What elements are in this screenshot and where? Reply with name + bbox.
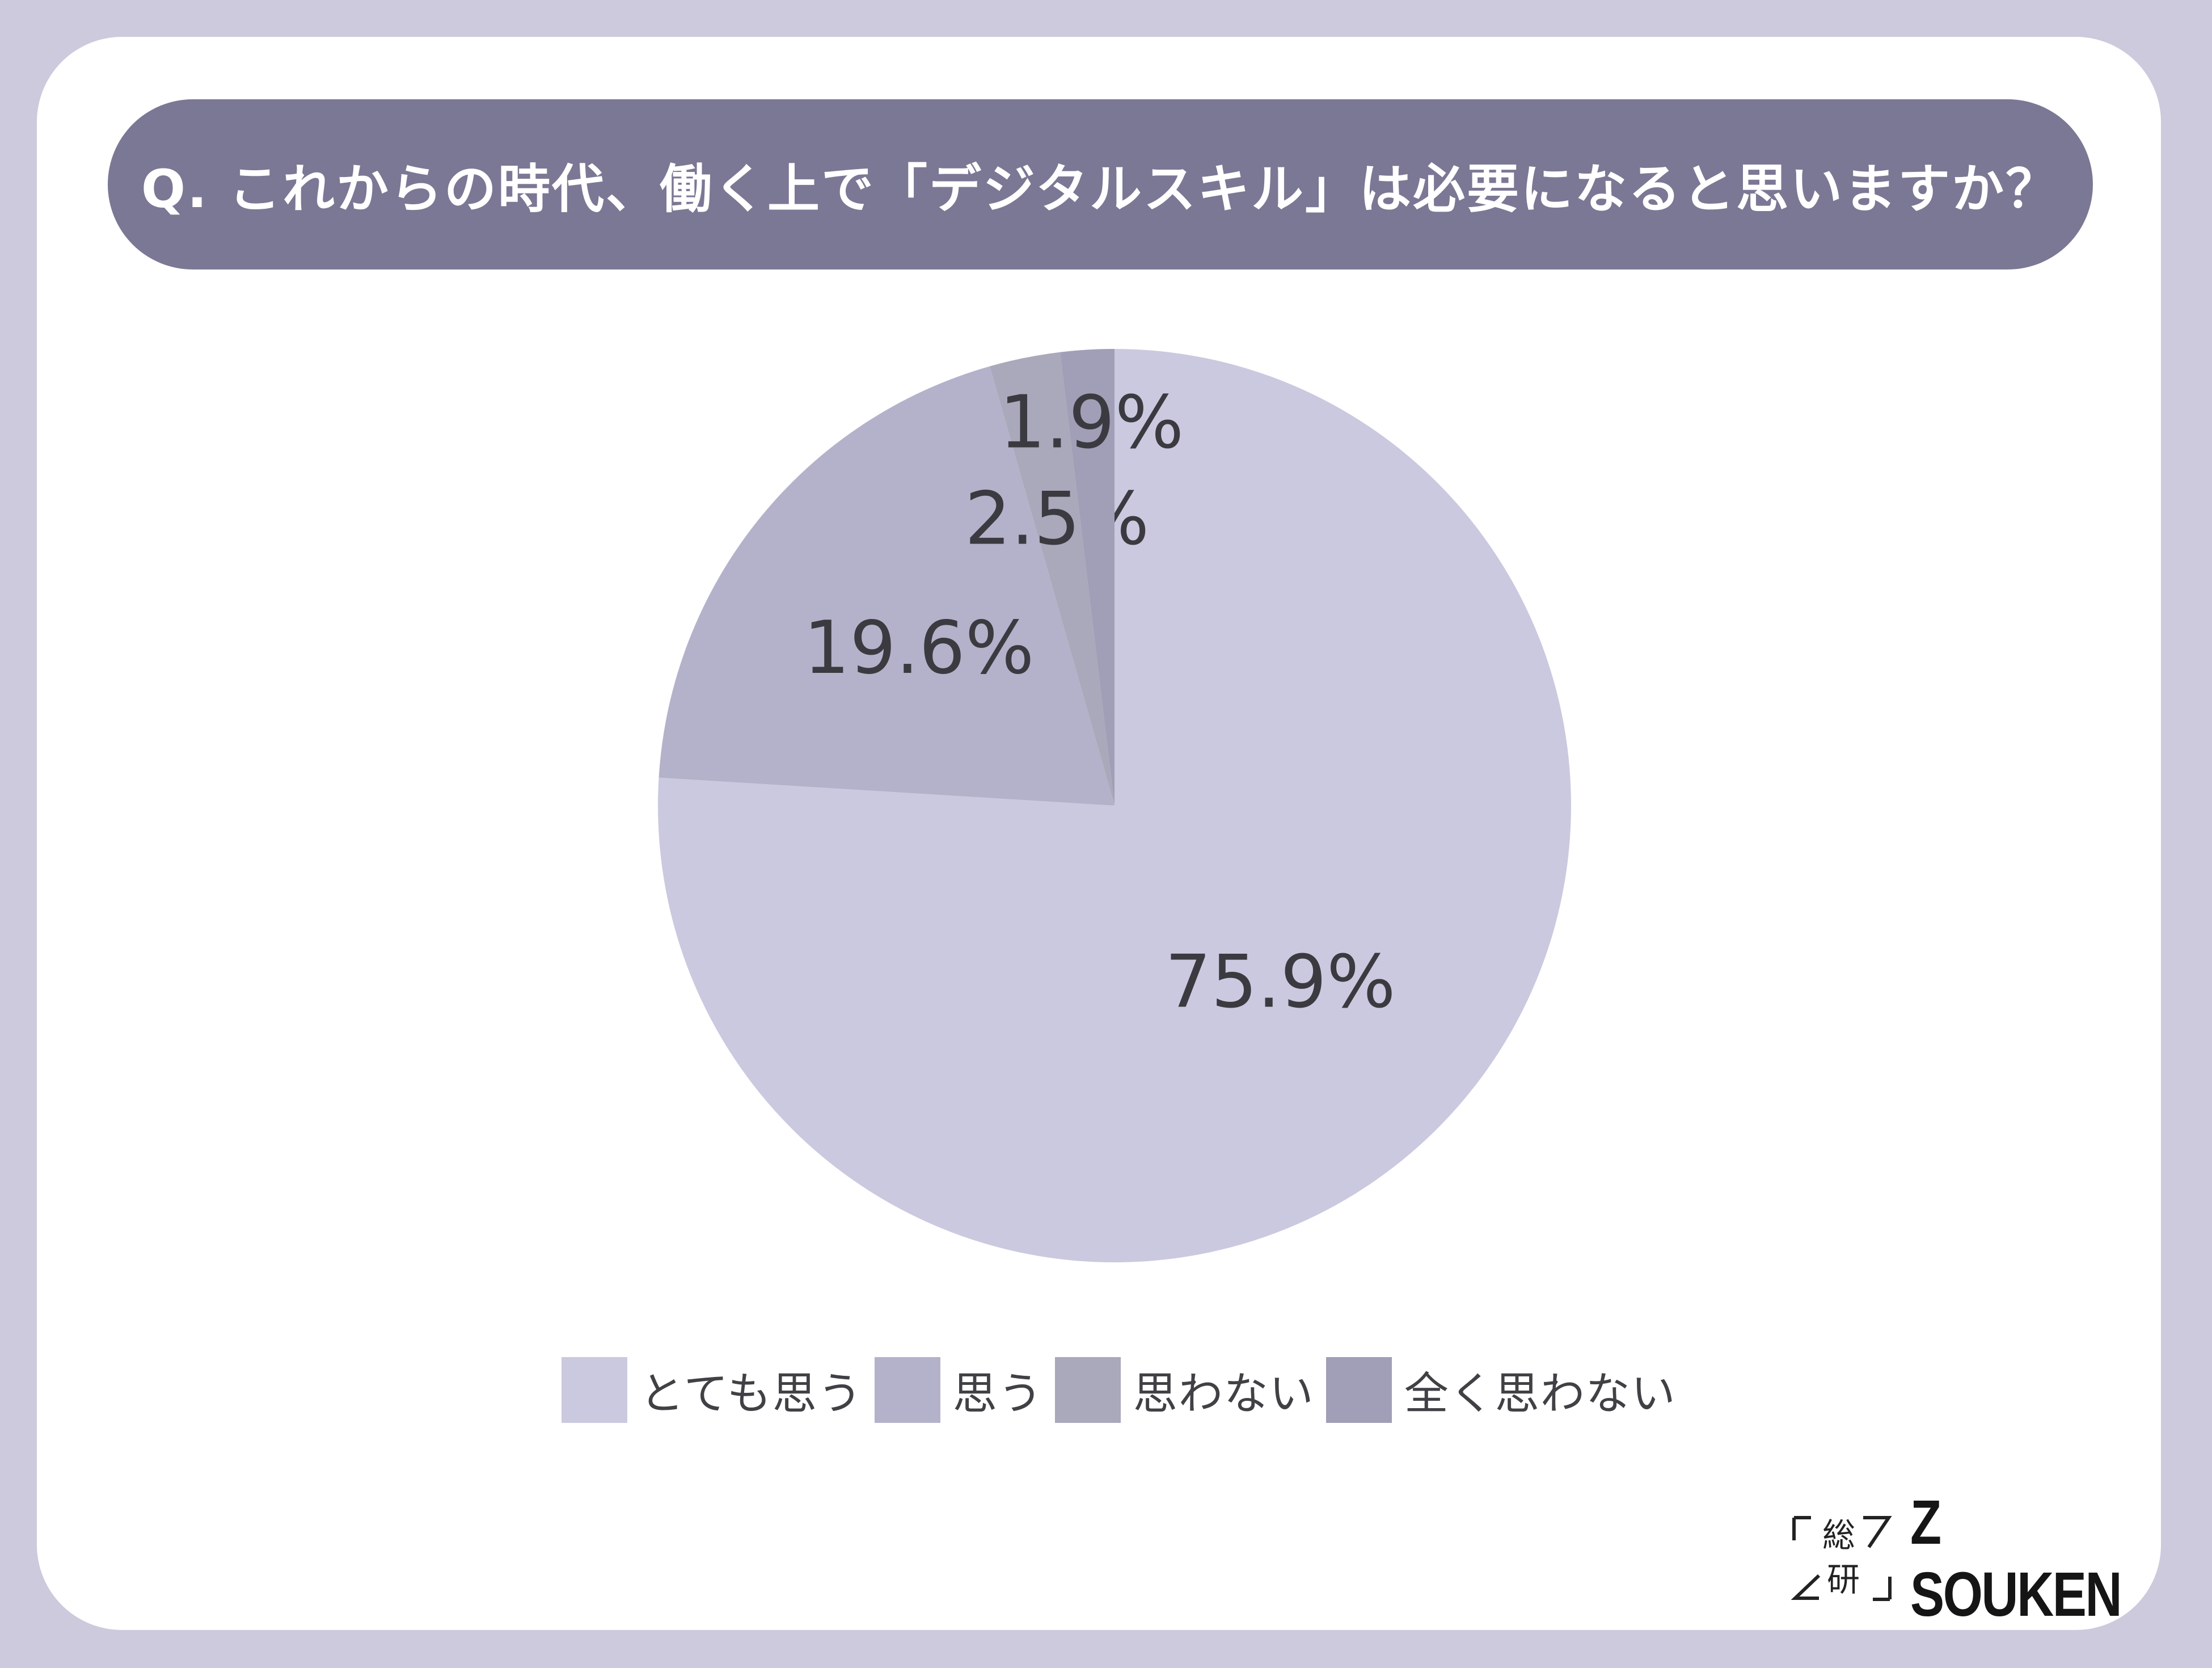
legend-swatch	[1054, 1357, 1121, 1423]
pie-value-label: 2.5%	[965, 477, 1149, 561]
legend-item: 全く思わない	[1325, 1357, 1677, 1423]
pie-slice	[990, 352, 1115, 806]
legend-label: 思う	[952, 1368, 1044, 1420]
pie-slice	[657, 349, 1571, 1262]
pie-value-label: 19.6%	[804, 606, 1035, 690]
pie-slice	[658, 366, 1115, 806]
legend-swatch	[1325, 1357, 1392, 1423]
logo-bracket-icon	[1791, 1516, 1892, 1601]
zsouken-logo: 総 研 Z SOUKEN	[1789, 1486, 2212, 1631]
legend: とても思う 思う 思わない 全く思わない	[562, 1356, 1688, 1424]
legend-item: 思わない	[1054, 1357, 1315, 1423]
legend-item: とても思う	[562, 1357, 863, 1423]
logo-kanji-bottom: 研	[1827, 1560, 1860, 1599]
logo-mark: 総 研	[1789, 1513, 1894, 1604]
legend-label: とても思う	[640, 1368, 863, 1420]
pie-slice	[1060, 349, 1115, 806]
logo-kanji-top: 総	[1822, 1516, 1856, 1555]
pie-value-label: 75.9%	[1165, 940, 1396, 1024]
logo-text: Z SOUKEN	[1910, 1488, 2122, 1629]
question-title: Q. これからの時代、働く上で「デジタルスキル」は必要になると思いますか？	[108, 99, 2093, 269]
legend-swatch	[874, 1357, 940, 1423]
legend-label: 思わない	[1133, 1368, 1315, 1420]
pie-value-label: 1.9%	[999, 381, 1184, 465]
legend-label: 全く思わない	[1404, 1368, 1677, 1420]
legend-item: 思う	[874, 1357, 1044, 1423]
legend-swatch	[562, 1357, 627, 1423]
